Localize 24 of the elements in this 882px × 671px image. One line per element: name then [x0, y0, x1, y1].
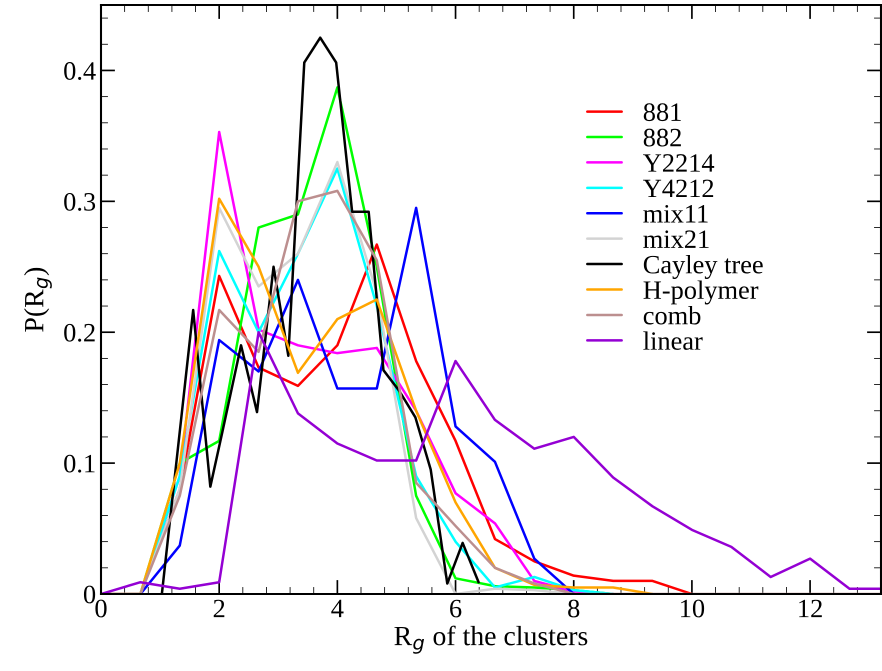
- x-tick-label: 8: [568, 600, 580, 618]
- legend-label: Cayley tree: [644, 254, 763, 279]
- legend-label: mix11: [643, 204, 708, 222]
- legend-label: Y2214: [643, 154, 714, 172]
- x-tick-label: 4: [331, 600, 344, 618]
- x-tick-label: 10: [681, 600, 704, 618]
- legend-label: 882: [644, 128, 681, 146]
- y-tick-label: 0.2: [64, 324, 95, 342]
- x-axis-title: R$_{g}$ of the clusters: [394, 626, 588, 654]
- legend-label: comb: [644, 306, 700, 325]
- x-tick-label: 12: [799, 600, 822, 618]
- legend-label: 881: [644, 103, 681, 122]
- y-tick-label: 0.4: [64, 62, 96, 80]
- x-tick-label: 6: [450, 600, 462, 618]
- y-tick-label: 0: [84, 586, 96, 604]
- legend-label: Y4212: [643, 180, 714, 198]
- legend-label: H-polymer: [644, 280, 758, 304]
- x-tick-label: 2: [214, 600, 224, 618]
- legend-label: mix21: [643, 230, 709, 248]
- legend-label: linear: [643, 331, 703, 350]
- x-tick-label: 0: [95, 600, 107, 618]
- y-tick-label: 0.3: [64, 192, 96, 211]
- y-tick-label: 0.1: [64, 454, 95, 473]
- y-axis-title: P(R$_{g}$): [24, 268, 52, 332]
